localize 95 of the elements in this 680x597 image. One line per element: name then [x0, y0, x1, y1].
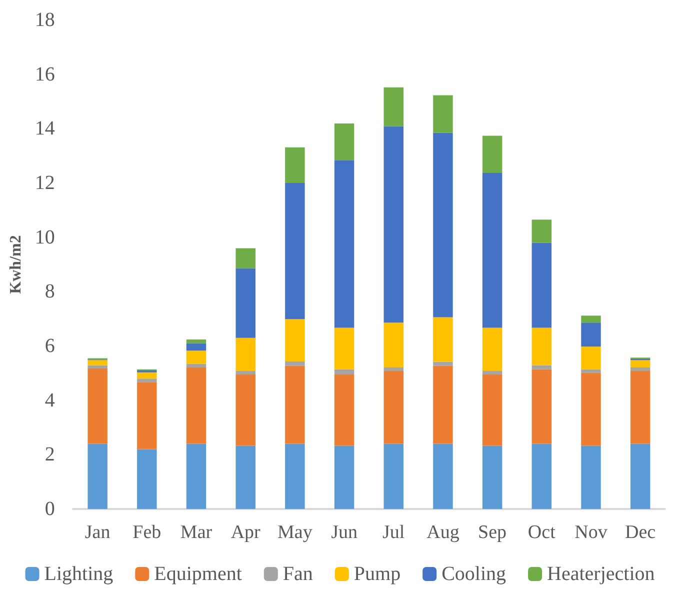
x-tick-label: May: [278, 522, 313, 543]
bar: [482, 136, 502, 173]
bar: [433, 366, 453, 444]
bar: [88, 365, 108, 369]
y-axis-title: Kwh/m2: [8, 235, 24, 294]
bar: [532, 365, 552, 370]
y-tick-label: 10: [34, 226, 55, 248]
y-tick-label: 14: [34, 118, 55, 140]
bar: [236, 248, 256, 268]
bar: [186, 444, 206, 509]
x-tick-label: Oct: [528, 522, 556, 543]
legend-label: Equipment: [154, 563, 242, 585]
bar: [137, 378, 157, 382]
bar: [334, 124, 354, 160]
bar: [186, 343, 206, 351]
bar: [88, 368, 108, 444]
bar: [236, 370, 256, 375]
bar: [334, 369, 354, 375]
x-tick-label: Apr: [230, 522, 262, 543]
bar: [581, 446, 601, 509]
bar: [137, 382, 157, 450]
legend-label: Lighting: [44, 563, 114, 585]
bar: [186, 350, 206, 364]
x-tick-label: Dec: [625, 522, 656, 543]
y-tick-label: 8: [44, 280, 55, 303]
bar: [482, 172, 502, 328]
bar: [532, 369, 552, 444]
y-tick-label: 2: [44, 444, 55, 466]
bar: [482, 328, 502, 371]
bar: [137, 449, 157, 509]
x-tick-label: Mar: [180, 522, 213, 543]
bar: [384, 444, 404, 509]
bar: [285, 366, 305, 444]
bar: [285, 361, 305, 366]
bar: [334, 160, 354, 328]
bar: [532, 328, 552, 366]
bar: [285, 319, 305, 362]
bar: [334, 328, 354, 370]
bar: [630, 370, 650, 444]
bar: [482, 374, 502, 446]
bar: [236, 446, 256, 509]
x-tick-label: Sep: [478, 522, 507, 543]
bar: [334, 446, 354, 509]
x-tick-label: Jul: [382, 522, 405, 543]
bar: [581, 316, 601, 323]
bar: [384, 322, 404, 368]
legend-label: Heaterjection: [547, 563, 655, 585]
bar: [384, 367, 404, 371]
bar: [532, 444, 552, 509]
x-tick-label: Feb: [132, 522, 162, 543]
y-tick-label: 4: [44, 389, 55, 412]
y-tick-label: 12: [34, 172, 55, 194]
x-tick-label: Nov: [574, 522, 608, 543]
legend-label: Cooling: [442, 563, 506, 585]
legend-label: Pump: [354, 563, 401, 585]
bar: [433, 317, 453, 362]
bar: [482, 370, 502, 375]
bar: [334, 374, 354, 446]
bar: [482, 446, 502, 509]
bar: [236, 268, 256, 338]
bar: [581, 369, 601, 373]
y-tick-label: 18: [34, 9, 55, 31]
bar: [581, 346, 601, 370]
bar: [236, 338, 256, 371]
x-tick-label: Jun: [331, 522, 358, 543]
x-tick-label: Aug: [426, 522, 460, 543]
bar: [88, 444, 108, 509]
bar: [236, 374, 256, 446]
bar: [433, 362, 453, 366]
bar: [285, 444, 305, 509]
bar: [137, 372, 157, 379]
y-tick-label: 16: [34, 63, 55, 86]
bar: [88, 360, 108, 366]
bar: [433, 95, 453, 133]
bar: [384, 126, 404, 323]
x-tick-label: Jan: [84, 522, 111, 543]
bar: [186, 339, 206, 344]
bar: [186, 364, 206, 368]
bar: [630, 444, 650, 509]
bar: [630, 367, 650, 371]
bar: [285, 147, 305, 183]
bar: [384, 87, 404, 126]
bar: [384, 370, 404, 444]
bar: [186, 367, 206, 444]
y-tick-label: 6: [44, 335, 55, 357]
bar: [630, 360, 650, 368]
bar: [285, 183, 305, 320]
bar: [532, 220, 552, 243]
bar: [433, 132, 453, 318]
bar: [581, 322, 601, 347]
bar: [532, 242, 552, 328]
bar: [433, 444, 453, 509]
y-tick-label: 0: [44, 498, 55, 520]
bar: [581, 372, 601, 446]
legend-label: Fan: [282, 563, 313, 585]
